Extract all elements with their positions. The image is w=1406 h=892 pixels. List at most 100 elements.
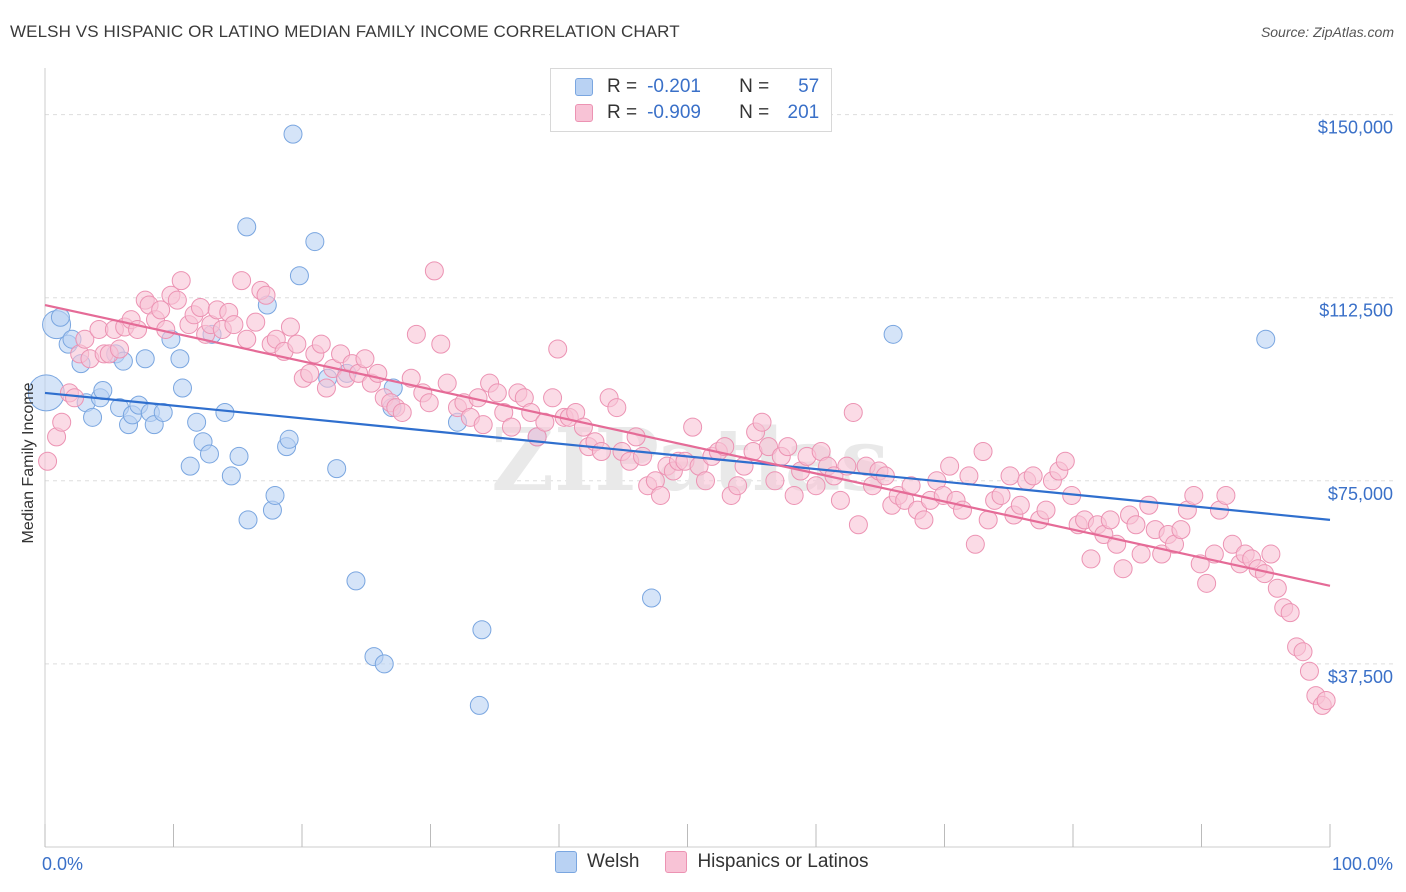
hispanics-point bbox=[419, 393, 439, 413]
hispanics-point bbox=[246, 312, 266, 332]
welsh-point bbox=[374, 654, 394, 674]
hispanics-point bbox=[1139, 495, 1159, 515]
x-tick-labels: 0.0% 100.0% bbox=[42, 854, 1393, 874]
welsh-point bbox=[642, 588, 662, 608]
hispanics-point bbox=[806, 476, 826, 496]
hispanics-point bbox=[38, 451, 58, 471]
correlation-legend: R = -0.201 N = 57 R = -0.909 N = 201 bbox=[550, 68, 832, 132]
hispanics-point bbox=[728, 476, 748, 496]
hispanics-point bbox=[914, 510, 934, 530]
hispanics-n-value: 201 bbox=[787, 102, 820, 123]
hispanics-point bbox=[940, 456, 960, 476]
series-legend: Welsh Hispanics or Latinos bbox=[555, 851, 895, 873]
welsh-point bbox=[265, 485, 285, 505]
hispanics-point bbox=[1293, 642, 1313, 662]
welsh-point bbox=[221, 466, 241, 486]
legend-row-hispanics: R = -0.909 N = 201 bbox=[575, 100, 819, 126]
welsh-n-value: 57 bbox=[798, 76, 820, 97]
hispanics-point bbox=[256, 285, 276, 305]
welsh-point bbox=[469, 695, 489, 715]
welsh-point bbox=[180, 456, 200, 476]
hispanics-point bbox=[1280, 603, 1300, 623]
hispanics-point bbox=[355, 349, 375, 369]
hispanics-point bbox=[683, 417, 703, 437]
hispanics-point bbox=[607, 398, 627, 418]
hispanics-point bbox=[758, 437, 778, 457]
hispanics-point bbox=[1081, 549, 1101, 569]
hispanics-point bbox=[501, 417, 521, 437]
welsh-point bbox=[346, 571, 366, 591]
hispanics-point bbox=[424, 261, 444, 281]
hispanics-swatch bbox=[575, 104, 593, 122]
hispanics-point bbox=[287, 334, 307, 354]
y-tick-label: $150,000 bbox=[1318, 118, 1393, 138]
hispanics-point bbox=[1100, 510, 1120, 530]
hispanics-point bbox=[848, 515, 868, 535]
y-tick-label: $112,500 bbox=[1319, 301, 1393, 321]
hispanics-point bbox=[52, 412, 72, 432]
chart-title: WELSH VS HISPANIC OR LATINO MEDIAN FAMIL… bbox=[10, 22, 680, 41]
hispanics-point bbox=[171, 271, 191, 291]
source-label: Source: ZipAtlas.com bbox=[1260, 24, 1394, 40]
hispanics-point bbox=[190, 297, 210, 317]
hispanics-point bbox=[765, 471, 785, 491]
hispanics-point bbox=[959, 466, 979, 486]
hispanics-point bbox=[778, 437, 798, 457]
hispanics-point bbox=[965, 534, 985, 554]
hispanics-point bbox=[591, 442, 611, 462]
hispanics-point bbox=[830, 490, 850, 510]
welsh-swatch bbox=[575, 78, 593, 96]
hispanics-point bbox=[1126, 515, 1146, 535]
hispanics-point bbox=[473, 415, 493, 435]
hispanics-point bbox=[494, 402, 514, 422]
welsh-point bbox=[135, 349, 155, 369]
hispanics-point bbox=[548, 339, 568, 359]
hispanics-point bbox=[843, 402, 863, 422]
hispanics-point bbox=[431, 334, 451, 354]
welsh-point bbox=[83, 407, 103, 427]
r-label: R = bbox=[607, 76, 638, 97]
hispanics-point bbox=[224, 315, 244, 335]
welsh-point bbox=[305, 232, 325, 252]
welsh-legend-label: Welsh bbox=[587, 851, 640, 872]
y-tick-label: $37,500 bbox=[1328, 667, 1393, 687]
hispanics-point bbox=[1036, 500, 1056, 520]
welsh-point bbox=[1256, 329, 1276, 349]
hispanics-point bbox=[1184, 485, 1204, 505]
hispanics-r-value: -0.909 bbox=[647, 102, 701, 123]
hispanics-point bbox=[65, 388, 85, 408]
hispanics-legend-swatch bbox=[665, 851, 688, 873]
hispanics-point bbox=[75, 329, 95, 349]
hispanics-point bbox=[151, 300, 171, 320]
welsh-point bbox=[229, 446, 249, 466]
welsh-point bbox=[283, 124, 303, 144]
hispanics-point bbox=[1267, 578, 1287, 598]
welsh-point bbox=[238, 510, 258, 530]
welsh-r-value: -0.201 bbox=[647, 76, 701, 97]
welsh-point bbox=[50, 307, 70, 327]
hispanics-point bbox=[311, 334, 331, 354]
r-label: R = bbox=[607, 102, 638, 123]
welsh-point bbox=[215, 402, 235, 422]
hispanics-point bbox=[784, 485, 804, 505]
hispanics-point bbox=[316, 378, 336, 398]
y-tick-label: $75,000 bbox=[1328, 484, 1393, 504]
hispanics-point bbox=[1171, 520, 1191, 540]
legend-row-welsh: R = -0.201 N = 57 bbox=[575, 74, 819, 100]
welsh-point bbox=[172, 378, 192, 398]
x-tick-label: 100.0% bbox=[1332, 854, 1393, 874]
welsh-point bbox=[153, 402, 173, 422]
welsh-legend-swatch bbox=[555, 851, 577, 873]
legend-item-welsh: Welsh bbox=[555, 851, 639, 873]
hispanics-point bbox=[752, 412, 772, 432]
hispanics-point bbox=[300, 363, 320, 383]
hispanics-point bbox=[280, 317, 300, 337]
hispanics-point bbox=[1000, 466, 1020, 486]
hispanics-point bbox=[1316, 691, 1336, 711]
y-tick-labels: $37,500 $75,000 $112,500 $150,000 bbox=[1318, 118, 1393, 687]
welsh-point bbox=[170, 349, 190, 369]
welsh-point bbox=[327, 459, 347, 479]
hispanics-point bbox=[232, 271, 252, 291]
hispanics-point bbox=[1197, 573, 1217, 593]
